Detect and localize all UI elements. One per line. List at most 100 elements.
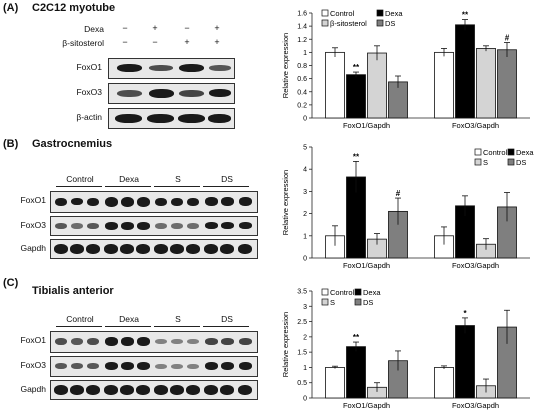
significance-mark: # — [396, 189, 401, 198]
group-underline — [56, 326, 102, 327]
band — [105, 222, 118, 230]
band — [120, 244, 134, 254]
group-underline — [203, 326, 249, 327]
band — [204, 385, 218, 395]
y-tick-label: 0.4 — [297, 89, 307, 96]
y-tick-label: 1.2 — [297, 37, 307, 44]
bar — [346, 346, 366, 399]
band — [170, 385, 184, 395]
band — [105, 337, 118, 346]
band — [137, 362, 150, 370]
bar — [325, 367, 345, 399]
blot-a-actin-strip — [108, 108, 235, 129]
legend-swatch — [376, 19, 384, 27]
sito-sign-4: + — [214, 37, 220, 47]
band — [205, 222, 218, 229]
panel-b-label: (B) — [3, 138, 19, 150]
bar — [476, 385, 496, 399]
sito-sign-1: − — [122, 37, 128, 47]
band — [205, 338, 218, 345]
y-tick-label: 3.5 — [297, 289, 307, 296]
band — [71, 338, 83, 345]
band — [155, 223, 167, 229]
band — [115, 114, 142, 123]
band — [187, 223, 199, 229]
band — [178, 114, 205, 123]
band — [179, 90, 204, 97]
blot-a-band-label: β-actin — [76, 112, 102, 122]
blot-b-group-label: Control — [66, 174, 94, 184]
bar — [346, 74, 366, 119]
band — [239, 222, 252, 229]
band — [86, 244, 100, 254]
band — [221, 222, 234, 229]
blot-a-band-label: FoxO1 — [76, 62, 102, 72]
group-underline — [203, 186, 249, 187]
band — [105, 362, 118, 370]
bar — [367, 386, 387, 399]
band — [87, 338, 99, 345]
bar — [497, 49, 517, 119]
band — [221, 197, 234, 206]
bar — [346, 176, 366, 259]
blot-b-band-label: FoxO1 — [20, 195, 46, 205]
bar — [388, 81, 408, 119]
band — [209, 65, 231, 71]
legend-swatch — [354, 288, 362, 296]
treatment-sitosterol-label: β-sitosterol — [62, 38, 104, 48]
y-tick-label: 1 — [303, 50, 307, 57]
bar — [455, 24, 475, 119]
band — [171, 223, 183, 229]
x-category-label: FoxO3/Gapdh — [452, 121, 499, 130]
y-tick-label: 3 — [303, 304, 307, 311]
band — [54, 385, 68, 395]
y-tick-label: 0.6 — [297, 76, 307, 83]
group-underline — [154, 326, 200, 327]
blot-c-group-label: S — [175, 314, 181, 324]
band — [55, 223, 67, 229]
band — [136, 244, 150, 254]
bar — [455, 325, 475, 399]
bar — [434, 367, 454, 399]
band — [136, 385, 150, 395]
bar — [455, 205, 475, 259]
blot-c-group-label: DS — [221, 314, 233, 324]
significance-mark: # — [505, 34, 510, 43]
legend-label: Dexa — [363, 288, 381, 297]
legend-label: S — [330, 298, 335, 307]
band — [171, 198, 183, 206]
bar — [367, 238, 387, 259]
y-tick-label: 3 — [303, 189, 307, 196]
legend-label: DS — [385, 19, 395, 28]
blot-b-group-label: Dexa — [119, 174, 139, 184]
band — [71, 363, 83, 369]
blot-a-foxo1-strip — [108, 58, 235, 79]
legend-swatch — [474, 158, 482, 166]
legend-label: Control — [483, 148, 508, 157]
band — [154, 385, 168, 395]
legend-label: Dexa — [516, 148, 534, 157]
legend-swatch — [474, 148, 482, 156]
band — [55, 198, 67, 206]
bar — [497, 206, 517, 259]
y-tick-label: 0.8 — [297, 63, 307, 70]
band — [86, 385, 100, 395]
bar — [476, 243, 496, 259]
blot-c-band-label: FoxO3 — [20, 360, 46, 370]
y-tick-label: 0 — [303, 396, 307, 403]
legend-swatch — [507, 158, 515, 166]
y-tick-label: 1 — [303, 365, 307, 372]
y-tick-label: 1.4 — [297, 24, 307, 31]
bar — [388, 360, 408, 399]
band — [70, 244, 84, 254]
dexa-sign-1: − — [122, 23, 128, 33]
band — [155, 198, 167, 206]
y-tick-label: 1 — [303, 233, 307, 240]
blot-c-band-label: Gapdh — [20, 384, 46, 394]
blot-c-group-label: Control — [66, 314, 94, 324]
band — [155, 339, 167, 344]
significance-mark: ** — [353, 152, 360, 161]
band — [186, 244, 200, 254]
band — [120, 385, 134, 395]
y-tick-label: 0 — [303, 116, 307, 123]
